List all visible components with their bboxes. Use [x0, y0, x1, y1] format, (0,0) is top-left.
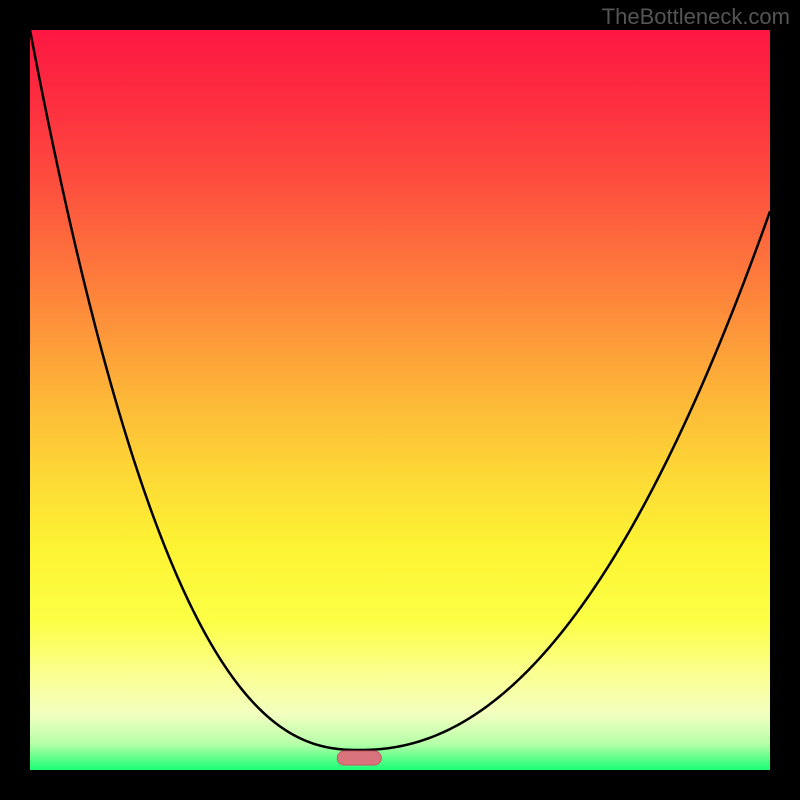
chart-container: TheBottleneck.com [0, 0, 800, 800]
optimum-marker [337, 751, 381, 765]
watermark-text: TheBottleneck.com [602, 4, 790, 30]
bottleneck-chart [0, 0, 800, 800]
plot-area [30, 30, 770, 770]
